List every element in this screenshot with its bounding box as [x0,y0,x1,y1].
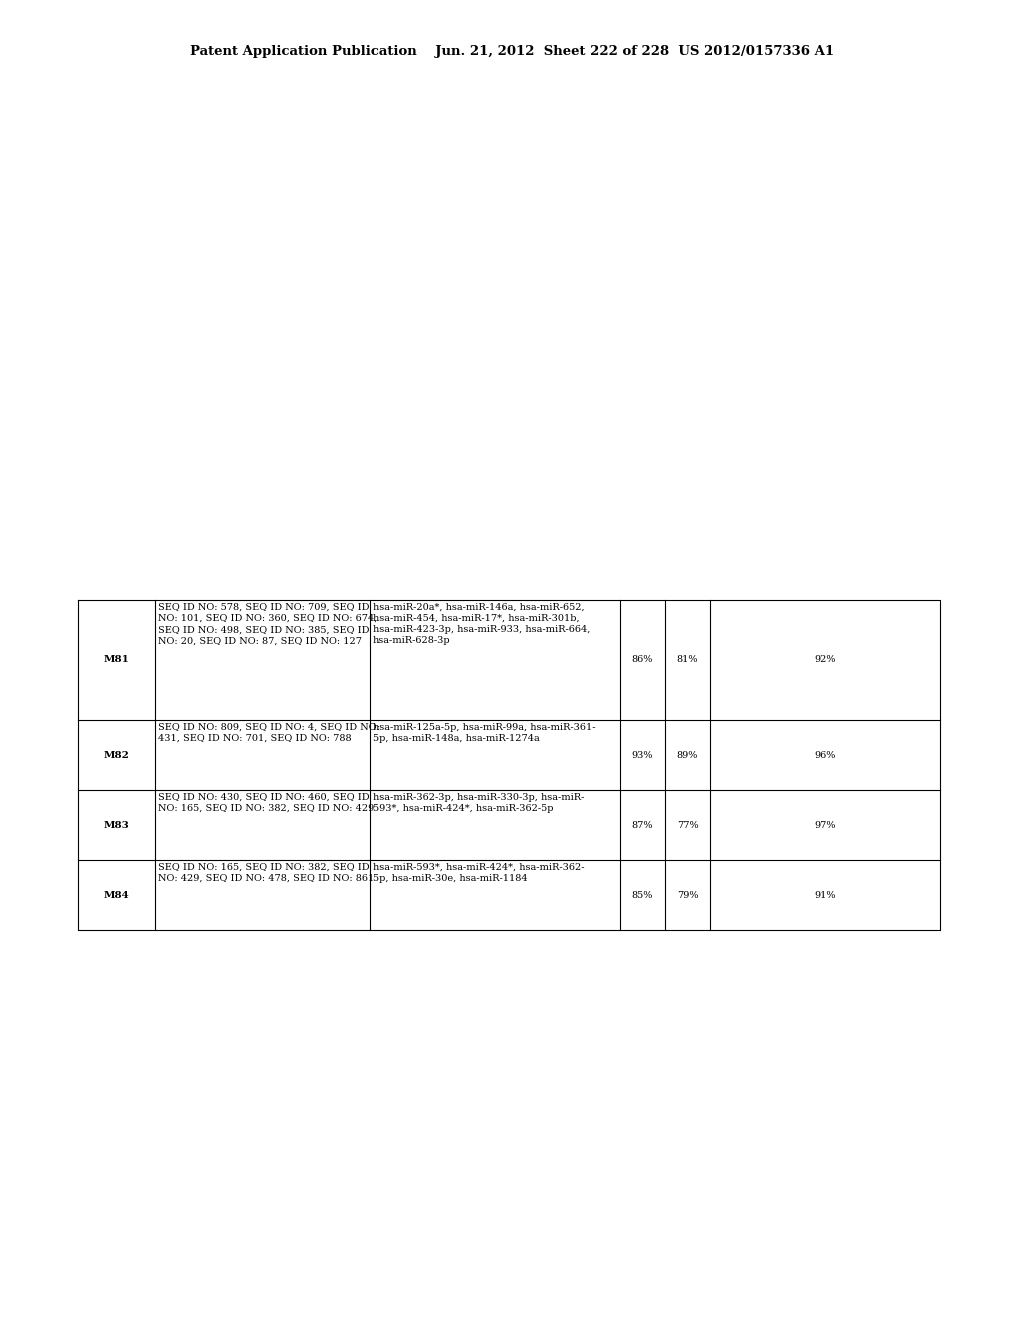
Text: SEQ ID NO: 165, SEQ ID NO: 382, SEQ ID
NO: 429, SEQ ID NO: 478, SEQ ID NO: 861: SEQ ID NO: 165, SEQ ID NO: 382, SEQ ID N… [158,863,374,883]
Text: 93%: 93% [632,751,653,759]
Text: 92%: 92% [814,656,836,664]
Text: 96%: 96% [814,751,836,759]
Text: SEQ ID NO: 809, SEQ ID NO: 4, SEQ ID NO:
431, SEQ ID NO: 701, SEQ ID NO: 788: SEQ ID NO: 809, SEQ ID NO: 4, SEQ ID NO:… [158,723,380,743]
Text: 77%: 77% [677,821,698,829]
Text: SEQ ID NO: 578, SEQ ID NO: 709, SEQ ID
NO: 101, SEQ ID NO: 360, SEQ ID NO: 674,
: SEQ ID NO: 578, SEQ ID NO: 709, SEQ ID N… [158,603,378,645]
Text: M82: M82 [103,751,129,759]
Text: 89%: 89% [677,751,698,759]
Text: M84: M84 [103,891,129,899]
Text: 79%: 79% [677,891,698,899]
Text: Patent Application Publication    Jun. 21, 2012  Sheet 222 of 228  US 2012/01573: Patent Application Publication Jun. 21, … [189,45,835,58]
Text: SEQ ID NO: 430, SEQ ID NO: 460, SEQ ID
NO: 165, SEQ ID NO: 382, SEQ ID NO: 429: SEQ ID NO: 430, SEQ ID NO: 460, SEQ ID N… [158,793,374,813]
Text: hsa-miR-593*, hsa-miR-424*, hsa-miR-362-
5p, hsa-miR-30e, hsa-miR-1184: hsa-miR-593*, hsa-miR-424*, hsa-miR-362-… [373,863,585,883]
Text: 81%: 81% [677,656,698,664]
Text: M81: M81 [103,656,129,664]
Text: hsa-miR-125a-5p, hsa-miR-99a, hsa-miR-361-
5p, hsa-miR-148a, hsa-miR-1274a: hsa-miR-125a-5p, hsa-miR-99a, hsa-miR-36… [373,723,596,743]
Text: hsa-miR-362-3p, hsa-miR-330-3p, hsa-miR-
593*, hsa-miR-424*, hsa-miR-362-5p: hsa-miR-362-3p, hsa-miR-330-3p, hsa-miR-… [373,793,585,813]
Text: 87%: 87% [632,821,653,829]
Text: 91%: 91% [814,891,836,899]
Text: M83: M83 [103,821,129,829]
Text: 85%: 85% [632,891,653,899]
Text: 86%: 86% [632,656,653,664]
Text: 97%: 97% [814,821,836,829]
Text: hsa-miR-20a*, hsa-miR-146a, hsa-miR-652,
hsa-miR-454, hsa-miR-17*, hsa-miR-301b,: hsa-miR-20a*, hsa-miR-146a, hsa-miR-652,… [373,603,591,645]
